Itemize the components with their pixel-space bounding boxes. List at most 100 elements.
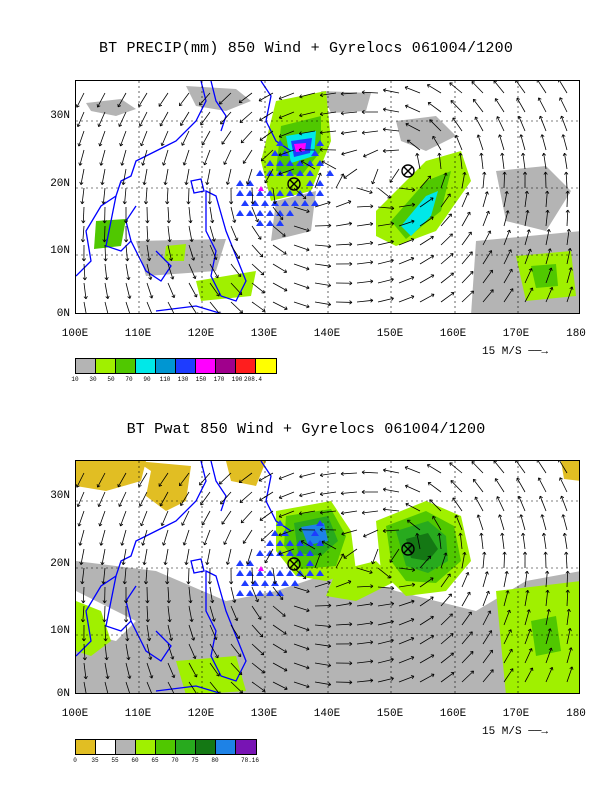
wind-arrowhead [142,181,147,186]
wind-vector [125,282,131,299]
wind-arrowhead [225,561,230,565]
wind-arrowhead [449,613,453,617]
wind-arrowhead [443,552,448,556]
wind-arrowhead [140,522,144,527]
wind-vector [482,289,494,303]
wind-vector [299,510,316,515]
wind-vector [383,488,400,493]
wind-arrowhead [124,239,129,243]
wind-vector [243,149,253,164]
wind-vector [524,667,533,683]
wind-vector [104,282,109,299]
wind-arrowhead [370,204,374,209]
colorbar-label: 190 [231,376,243,383]
wind-arrowhead [469,651,474,655]
colorbar-label: 50 [107,376,115,383]
wind-arrowhead [474,116,479,121]
wind-arrowhead [390,601,395,606]
wind-arrowhead [99,162,104,166]
wind-arrowhead [101,581,106,585]
top-x-tick: 170E [502,328,530,340]
wind-arrowhead [568,267,573,271]
wind-arrowhead [210,599,215,604]
wind-vector [140,510,148,527]
wind-vector [117,92,127,108]
wind-vector [320,111,337,115]
wind-vector [278,130,295,138]
wind-arrowhead [123,220,129,224]
wind-arrowhead [528,648,533,652]
wind-arrowhead [500,532,505,537]
wind-vector [473,99,484,113]
top-precip-map [76,81,579,313]
colorbar-swatch [116,359,136,373]
wind-arrowhead [250,581,255,585]
colorbar-label: 0 [73,757,77,764]
wind-arrowhead [470,670,474,675]
wind-vector [398,295,415,303]
wind-arrowhead [349,680,353,685]
wind-vector [104,225,106,243]
wind-vector [230,624,240,639]
wind-vector [545,191,548,208]
wind-vector [185,548,190,565]
wind-arrowhead [279,596,284,601]
wind-arrowhead [328,223,332,228]
wind-arrowhead [382,127,386,132]
wind-vector [78,510,85,527]
wind-arrowhead [97,123,102,127]
wind-arrowhead [180,122,184,126]
wind-vector [383,149,400,152]
pwat-shading [76,461,579,693]
wind-vector [427,482,442,493]
wind-arrowhead [370,584,374,589]
wind-vector [377,677,394,683]
wind-arrowhead [102,600,107,604]
wind-vector [377,223,394,227]
wind-vector [167,624,172,641]
wind-arrowhead [219,100,223,105]
wind-vector [398,257,414,265]
wind-arrowhead [298,511,303,516]
wind-arrowhead [545,570,550,574]
wind-arrowhead [302,195,307,200]
wind-arrowhead [479,152,484,156]
wind-arrowhead [369,601,374,607]
wind-vector [416,533,421,550]
wind-arrowhead [449,233,453,237]
wind-vector [438,153,442,170]
wind-arrowhead [82,277,87,281]
wind-vector [383,469,400,474]
wind-vector [419,216,434,227]
wind-arrowhead [369,570,373,575]
wind-arrowhead [506,609,511,614]
colorbar-label: 35 [91,757,99,764]
wind-arrowhead [426,464,431,468]
wind-vector [209,263,219,279]
wind-arrowhead [391,206,395,211]
wind-arrowhead [147,257,152,262]
wind-arrowhead [170,276,175,280]
wind-arrowhead [370,298,374,303]
wind-vector [537,461,547,474]
wind-vector [520,514,526,531]
wind-vector [299,491,316,497]
wind-vector [356,223,373,227]
wind-vector [167,643,174,660]
wind-arrowhead [170,656,175,660]
wind-arrowhead [221,141,226,145]
wind-vector [341,472,358,475]
wind-arrowhead [390,638,394,643]
wind-vector [537,81,547,94]
wind-vector [482,269,493,284]
wind-arrowhead [390,258,394,263]
wind-vector [419,555,431,569]
wind-vector [377,567,391,579]
wind-vector [251,244,263,258]
wind-arrowhead [450,480,454,484]
wind-vector [474,496,484,512]
wind-vector [377,639,394,645]
wind-vector [518,496,526,512]
wind-arrowhead [508,629,512,633]
colorbar-label: 90 [143,376,151,383]
